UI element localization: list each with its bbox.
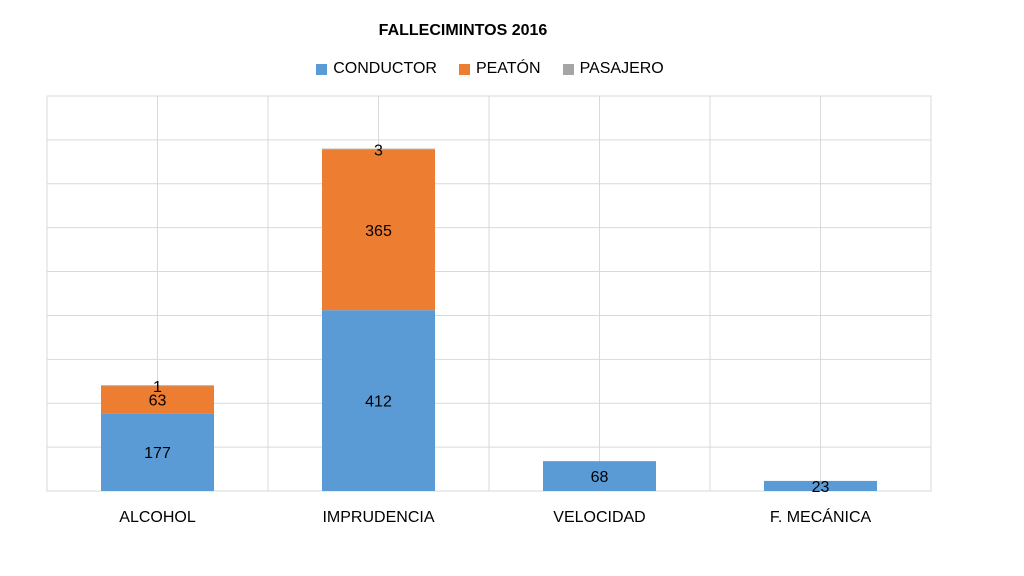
bar-conductor-3	[764, 480, 877, 491]
x-tick-label: ALCOHOL	[119, 509, 196, 526]
legend-swatch-peaton	[458, 63, 470, 75]
chart-title: FALLECIMINTOS 2016	[378, 22, 548, 39]
bar-conductor-1	[322, 310, 435, 491]
data-label: 365	[365, 223, 392, 240]
legend-label-pasajero: PASAJERO	[579, 60, 664, 77]
data-label: 177	[144, 445, 171, 462]
x-tick-label: IMPRUDENCIA	[322, 509, 434, 526]
legend-item-peaton: PEATÓN	[458, 60, 541, 78]
x-tick-label: VELOCIDAD	[553, 509, 645, 526]
bar-conductor-0	[101, 413, 214, 491]
legend-item-pasajero: PASAJERO	[562, 60, 664, 78]
legend-label-peaton: PEATÓN	[475, 60, 541, 77]
legend-label-conductor: CONDUCTOR	[333, 60, 437, 77]
bar-pasajero-1	[322, 148, 435, 150]
bar-conductor-2	[543, 461, 656, 491]
x-tick-label: F. MECÁNICA	[770, 507, 872, 526]
legend-swatch-pasajero	[562, 63, 574, 75]
data-label: 23	[812, 479, 830, 496]
bar-peatón-0	[101, 385, 214, 414]
data-label: 412	[365, 394, 392, 411]
bar-peatón-1	[322, 149, 435, 311]
data-label: 68	[591, 469, 609, 486]
data-label: 1	[153, 379, 162, 396]
data-label: 63	[149, 392, 167, 409]
legend-swatch-conductor	[316, 63, 328, 75]
legend: CONDUCTOR PEATÓN PASAJERO	[0, 60, 980, 78]
bar-pasajero-0	[101, 385, 214, 387]
legend-item-conductor: CONDUCTOR	[316, 60, 437, 78]
data-label: 3	[374, 143, 383, 160]
